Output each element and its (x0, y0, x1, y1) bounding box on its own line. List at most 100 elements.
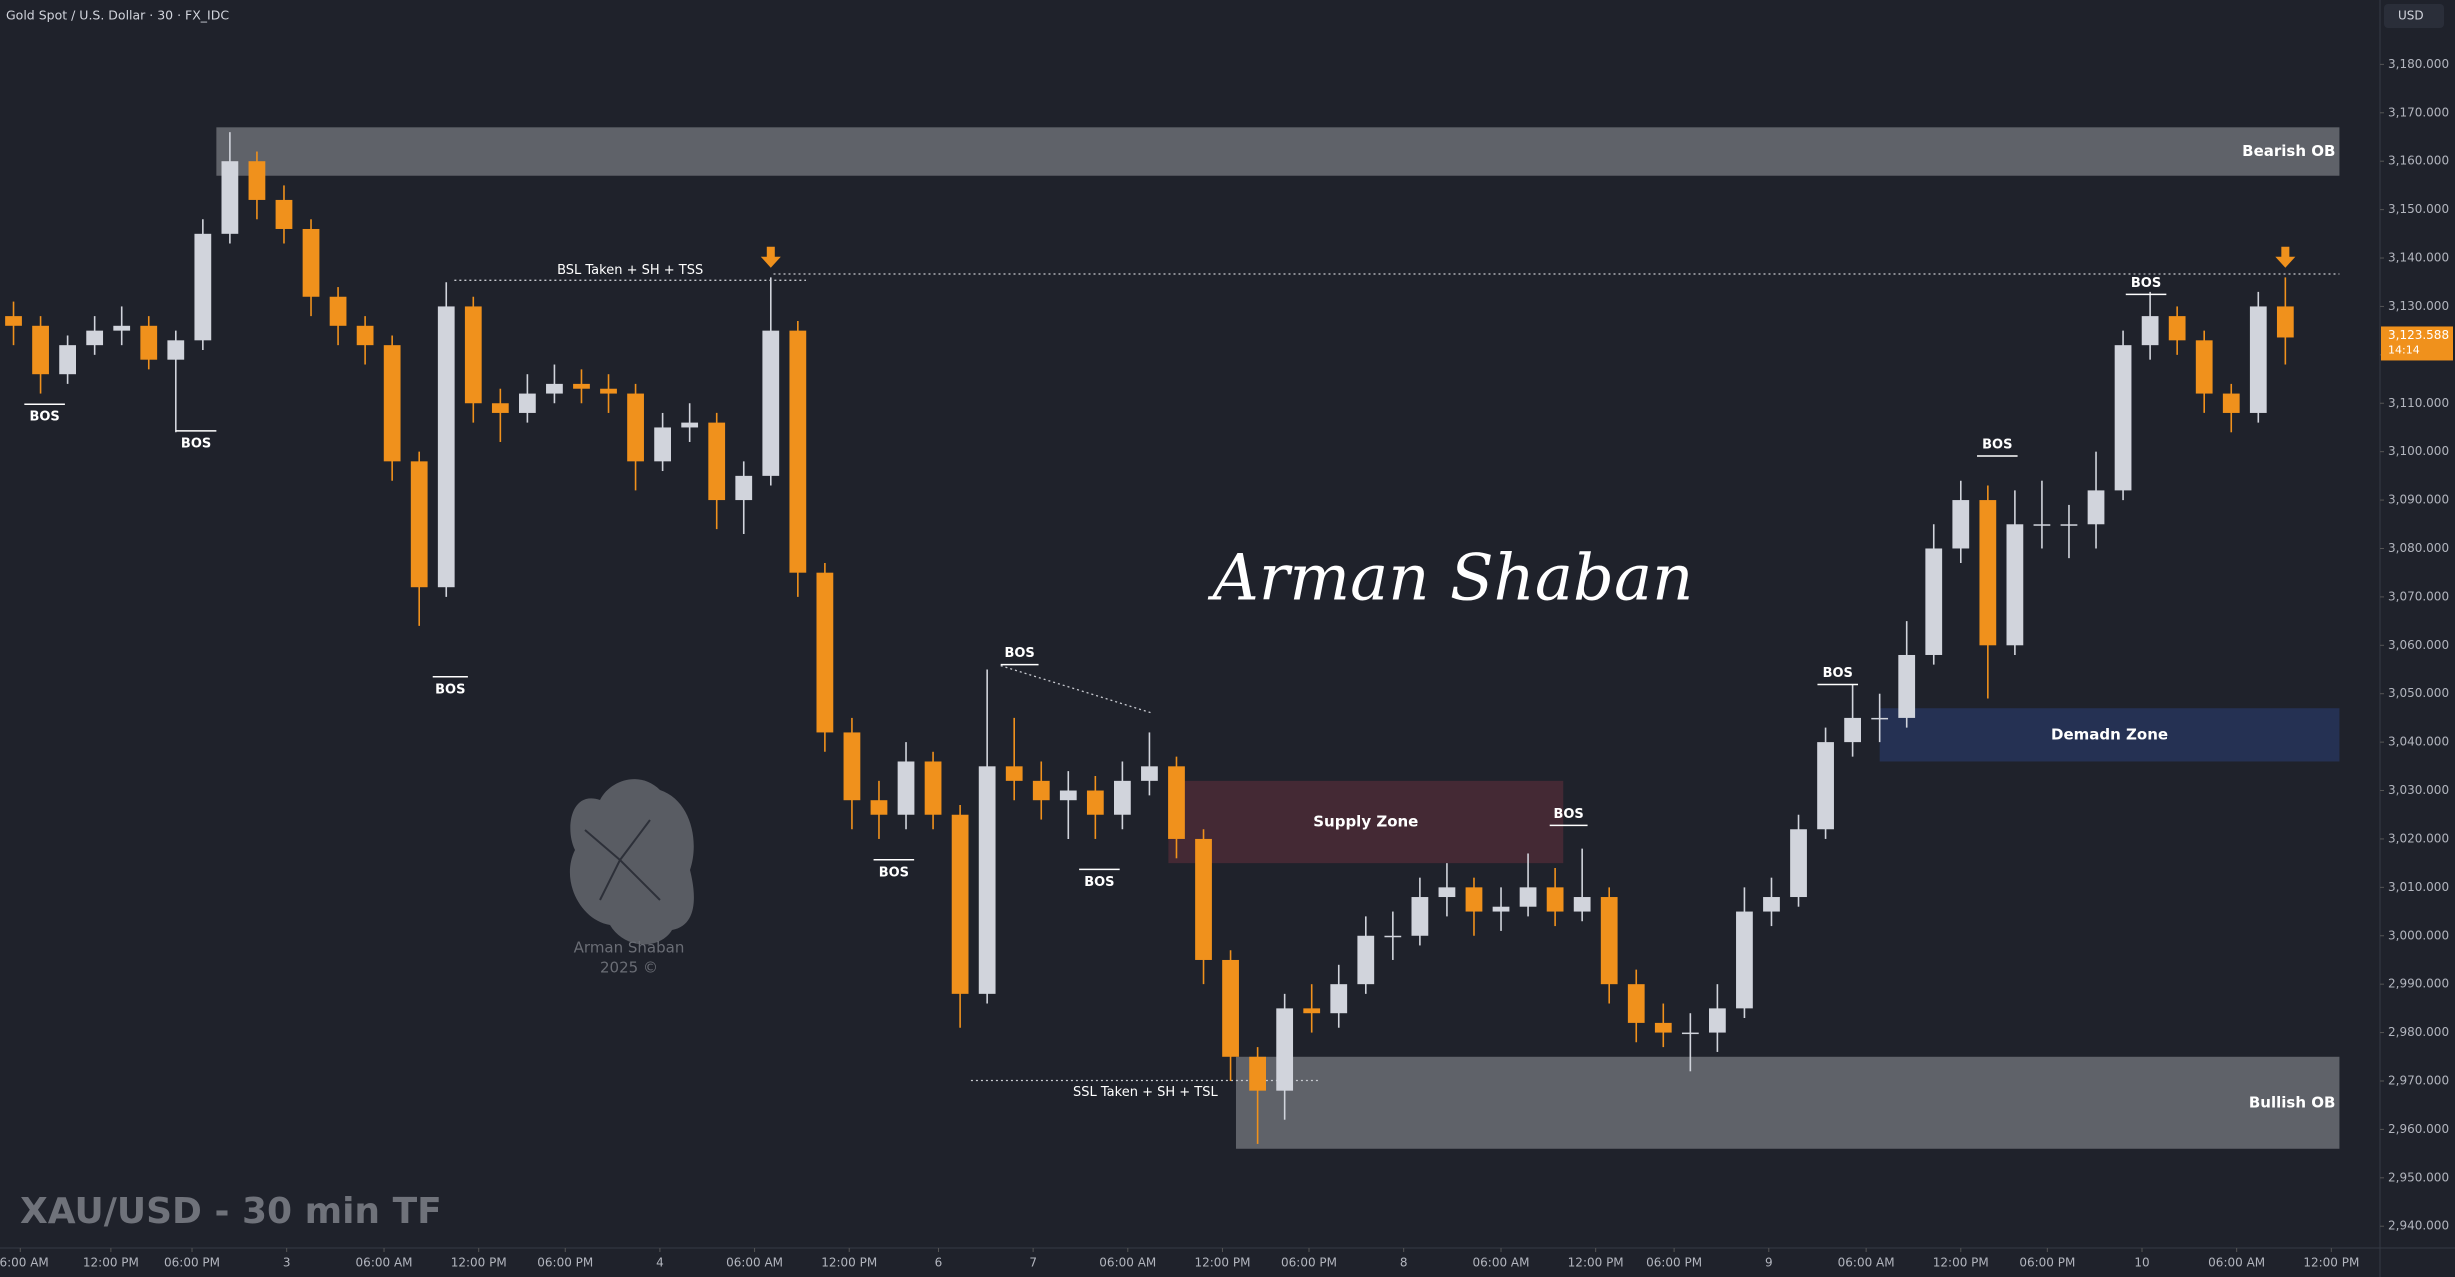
y-tick-label: 2,990.000 (2388, 977, 2449, 991)
candle-body (383, 345, 401, 462)
candle-body (1086, 790, 1104, 815)
y-tick-label: 2,980.000 (2388, 1025, 2449, 1039)
candle-body (32, 325, 49, 375)
currency: USD (2398, 9, 2424, 23)
x-tick-label: 06:00 AM (1099, 1256, 1156, 1270)
x-tick-label: 12:00 PM (821, 1256, 877, 1270)
y-tick-label: 3,030.000 (2388, 783, 2449, 797)
y-tick-label: 3,060.000 (2388, 638, 2449, 652)
zone-label: Supply Zone (1313, 812, 1418, 830)
bos-label: BOS (1823, 666, 1853, 681)
x-tick-label: 12:00 PM (1933, 1256, 1989, 1270)
candle-body (221, 161, 239, 234)
candle-body (356, 325, 374, 346)
x-tick-label: 06:00 AM (1473, 1256, 1530, 1270)
candle-body (464, 306, 482, 404)
candle-body (978, 766, 996, 994)
candle-body (194, 233, 212, 341)
candle-body (681, 422, 699, 428)
candle-body (2033, 524, 2051, 526)
candle-body (2060, 524, 2078, 526)
zone (1168, 780, 1564, 864)
x-tick-label: 12:00 PM (1194, 1256, 1250, 1270)
candle-body (1411, 897, 1429, 936)
candle-body (1303, 1008, 1321, 1014)
arrow (760, 246, 781, 268)
y-tick-label: 3,160.000 (2388, 154, 2449, 168)
candle-body (1736, 911, 1753, 1009)
bos-label: BOS (435, 682, 465, 697)
x-tick-label: 06:00 PM (2019, 1256, 2075, 1270)
candle-body (762, 330, 780, 476)
candle-body (410, 461, 428, 588)
candle-body (2276, 306, 2294, 338)
x-tick-label: 06:00 AM (0, 1256, 49, 1270)
candle-body (843, 732, 861, 801)
x-tick-label: 3 (283, 1256, 291, 1270)
candle-body (248, 161, 266, 200)
candle-body (1573, 897, 1591, 912)
bos-label: BOS (181, 436, 211, 451)
x-tick-label: 06:00 AM (356, 1256, 413, 1270)
candle-body (1627, 984, 1645, 1023)
last-price: 3,123.588 (2388, 328, 2449, 342)
candle-body (1249, 1056, 1266, 1091)
logo-year: 2025 © (600, 959, 658, 977)
candle-body (1681, 1032, 1699, 1035)
candle-body (546, 383, 563, 394)
candle-body (2141, 316, 2159, 346)
logo-name: Arman Shaban (574, 939, 685, 957)
caption: XAU/USD - 30 min TF (20, 1191, 442, 1232)
y-tick-label: 3,010.000 (2388, 880, 2449, 894)
x-tick-label: 12:00 PM (2303, 1256, 2359, 1270)
candle-body (1059, 790, 1077, 801)
candle-body (573, 383, 590, 389)
x-tick-label: 8 (1400, 1256, 1408, 1270)
candle-body (1654, 1022, 1672, 1033)
y-tick-label: 2,940.000 (2388, 1219, 2449, 1233)
bos-label: BOS (1084, 875, 1114, 890)
candle-body (1519, 887, 1537, 907)
candle-body (519, 393, 536, 413)
candle-body (1330, 984, 1348, 1014)
x-tick-label: 06:00 PM (1646, 1256, 1702, 1270)
currency-box[interactable] (2384, 4, 2444, 28)
y-tick-label: 3,140.000 (2388, 251, 2449, 265)
candle-body (708, 422, 726, 501)
x-tick-label: 12:00 PM (451, 1256, 507, 1270)
symbol-title: Gold Spot / U.S. Dollar · 30 · FX_IDC (6, 8, 229, 23)
y-tick-label: 3,110.000 (2388, 396, 2449, 410)
candle-body (1492, 906, 1510, 912)
candle-body (951, 814, 969, 994)
x-tick-label: 4 (656, 1256, 664, 1270)
candle-body (1276, 1008, 1294, 1091)
candle-body (491, 403, 509, 413)
zone (1235, 1056, 2340, 1149)
x-tick-label: 06:00 PM (1281, 1256, 1337, 1270)
y-tick-label: 3,090.000 (2388, 493, 2449, 507)
candle-body (924, 761, 942, 815)
candle-body (1817, 742, 1834, 830)
y-tick-label: 3,180.000 (2388, 57, 2449, 71)
candle-body (1384, 935, 1402, 938)
candle-body (5, 316, 22, 326)
x-tick-label: 12:00 PM (1568, 1256, 1624, 1270)
bos-label: BOS (879, 865, 909, 880)
candle-body (627, 393, 644, 462)
x-tick-label: 10 (2134, 1256, 2149, 1270)
candle-body (1546, 887, 1564, 912)
y-tick-label: 2,970.000 (2388, 1073, 2449, 1087)
candle-body (1844, 717, 1861, 743)
bos-label: BOS (2131, 276, 2161, 291)
candle-body (1790, 829, 1807, 898)
y-tick-label: 3,150.000 (2388, 202, 2449, 216)
candle-body (302, 228, 320, 297)
x-tick-label: 6 (935, 1256, 943, 1270)
candle-body (1195, 838, 1212, 960)
candle-body (1005, 766, 1023, 781)
y-tick-label: 3,020.000 (2388, 831, 2449, 845)
candle-body (2195, 340, 2213, 394)
candle-body (2222, 393, 2240, 413)
candle-body (600, 388, 617, 394)
